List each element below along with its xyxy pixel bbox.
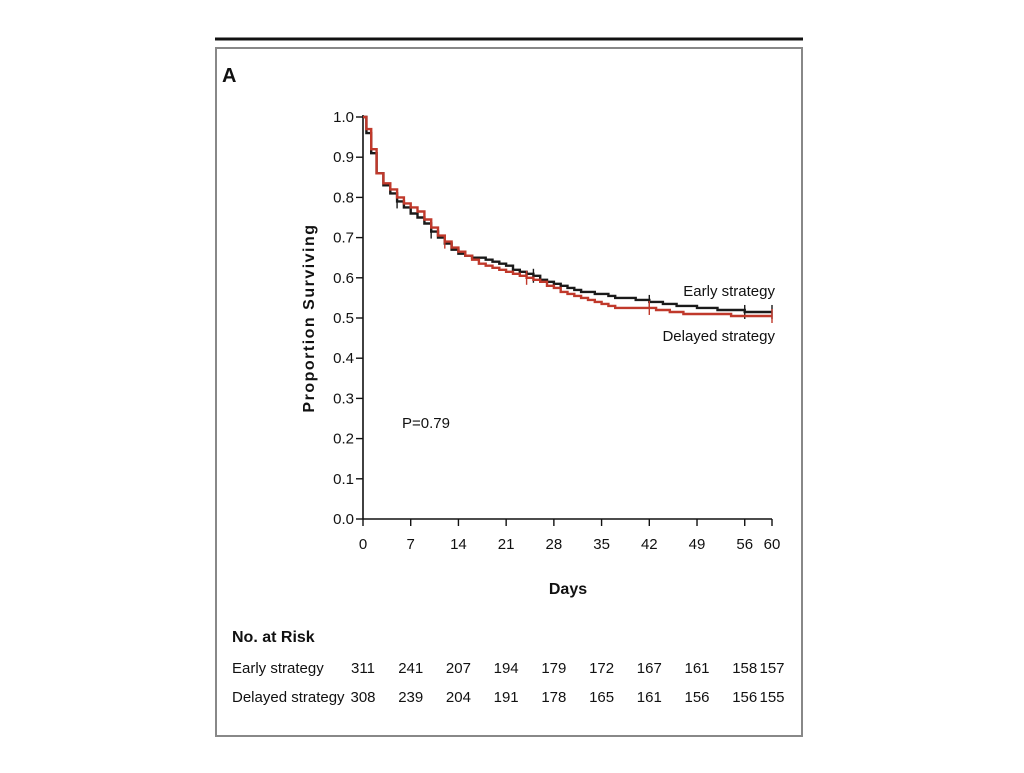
x-tick-label: 28 xyxy=(546,536,563,553)
chart-axes: 0.0 0.1 0.2 0.3 0.4 0.5 0.6 0.7 0.8 0.9 1.0 0 7 14 21 2… xyxy=(333,109,780,553)
risk-cell: 178 xyxy=(541,689,566,706)
risk-cell: 165 xyxy=(589,689,614,706)
x-tick-label: 49 xyxy=(689,536,706,553)
risk-cell: 191 xyxy=(494,689,519,706)
risk-cell: 239 xyxy=(398,689,423,706)
risk-cell: 241 xyxy=(398,660,423,677)
y-tick-label: 0.0 xyxy=(333,511,354,528)
y-tick-label: 0.7 xyxy=(333,230,354,247)
x-tick-label: 0 xyxy=(359,536,367,553)
y-tick-label: 0.5 xyxy=(333,310,354,327)
x-tick-label: 42 xyxy=(641,536,658,553)
series-label-early: Early strategy xyxy=(683,283,775,300)
y-tick-label: 0.3 xyxy=(333,390,354,407)
x-axis-title: Days xyxy=(549,581,587,598)
x-tick-label: 35 xyxy=(593,536,610,553)
y-tick-label: 0.1 xyxy=(333,471,354,488)
risk-table: No. at Risk Early strategy 311 241 207 194 17… xyxy=(232,629,785,706)
series-label-delayed: Delayed strategy xyxy=(662,328,775,345)
y-tick-label: 0.2 xyxy=(333,431,354,448)
x-tick-label: 21 xyxy=(498,536,515,553)
x-tick-label: 56 xyxy=(736,536,753,553)
y-axis-title: Proportion Surviving xyxy=(301,223,318,412)
risk-cell: 157 xyxy=(759,660,784,677)
risk-cell: 161 xyxy=(685,660,710,677)
risk-cell: 311 xyxy=(351,660,375,677)
risk-cell: 156 xyxy=(732,689,757,706)
risk-table-rows: Early strategy 311 241 207 194 179 172 167 161 15… xyxy=(232,660,785,706)
risk-cell: 155 xyxy=(759,689,784,706)
risk-cell: 207 xyxy=(446,660,471,677)
risk-cell: 167 xyxy=(637,660,662,677)
panel-letter: A xyxy=(222,65,236,87)
risk-cell: 179 xyxy=(541,660,566,677)
y-tick-label: 1.0 xyxy=(333,109,354,126)
series-layer xyxy=(363,115,773,323)
x-tick-label: 7 xyxy=(407,536,415,553)
risk-cell: 161 xyxy=(637,689,662,706)
x-tick-label: 14 xyxy=(450,536,467,553)
series-line-delayed xyxy=(363,115,772,318)
risk-cell: 156 xyxy=(685,689,710,706)
risk-row-label: Delayed strategy xyxy=(232,689,345,706)
risk-cell: 204 xyxy=(446,689,471,706)
panel-frame xyxy=(215,47,803,737)
risk-cell: 308 xyxy=(350,689,375,706)
x-tick-label: 60 xyxy=(764,536,781,553)
y-tick-label: 0.4 xyxy=(333,350,354,367)
risk-cell: 172 xyxy=(589,660,614,677)
y-tick-label: 0.9 xyxy=(333,149,354,166)
y-tick-label: 0.6 xyxy=(333,270,354,287)
p-value-annotation: P=0.79 xyxy=(402,415,450,432)
risk-cell: 158 xyxy=(732,660,757,677)
risk-row-label: Early strategy xyxy=(232,660,324,677)
risk-cell: 194 xyxy=(494,660,519,677)
series-line-early xyxy=(363,115,772,314)
risk-table-title: No. at Risk xyxy=(232,629,315,646)
y-tick-label: 0.8 xyxy=(333,189,354,206)
